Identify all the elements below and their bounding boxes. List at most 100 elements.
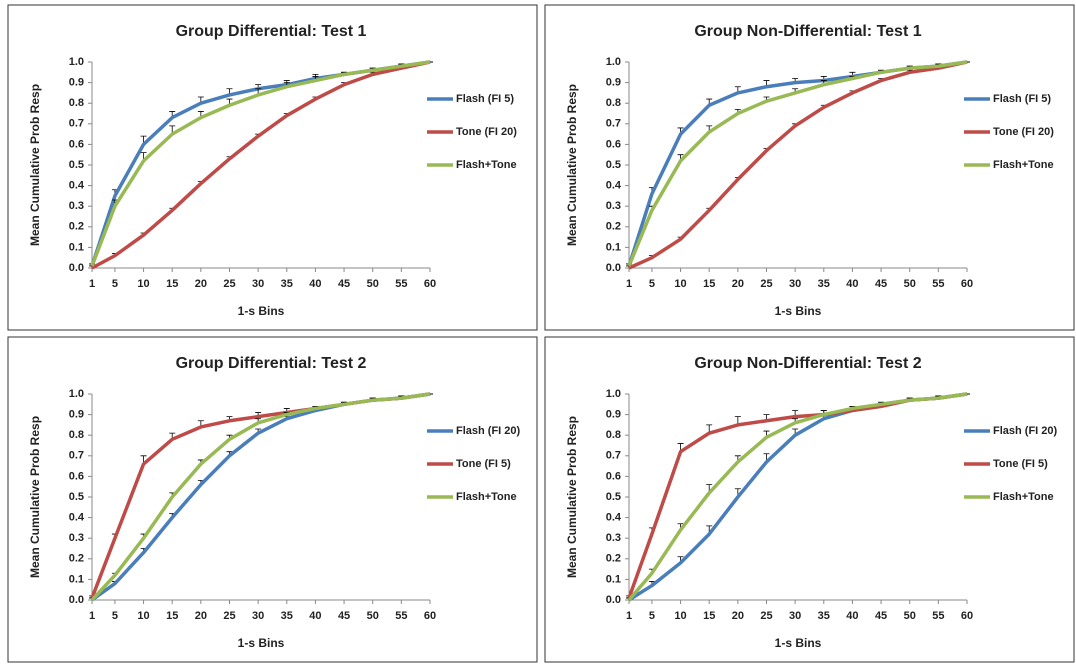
y-tick-label: 0.7 [69, 450, 84, 462]
x-tick-label: 30 [252, 610, 264, 622]
x-tick-label: 40 [846, 610, 858, 622]
y-tick-label: 0.1 [69, 241, 84, 253]
y-tick-label: 0.8 [69, 97, 84, 109]
y-axis-label: Mean Cumulative Prob Resp [565, 84, 579, 246]
y-tick-label: 0.5 [69, 491, 84, 503]
x-tick-label: 35 [818, 610, 830, 622]
x-tick-label: 10 [137, 610, 149, 622]
y-tick-label: 0.9 [69, 77, 84, 89]
x-tick-label: 45 [875, 278, 887, 290]
legend-label: Tone (FI 5) [993, 458, 1048, 470]
x-tick-label: 45 [338, 610, 350, 622]
x-tick-label: 5 [112, 278, 118, 290]
y-axis-label: Mean Cumulative Prob Resp [28, 416, 42, 578]
y-tick-label: 0.6 [606, 470, 621, 482]
x-tick-label: 25 [760, 610, 772, 622]
x-axis-label: 1-s Bins [775, 636, 822, 650]
y-tick-label: 1.0 [606, 56, 621, 68]
x-tick-label: 60 [424, 610, 436, 622]
legend-label: Flash (FI 20) [993, 425, 1058, 437]
x-tick-label: 1 [89, 278, 95, 290]
chart-title: Group Non-Differential: Test 1 [694, 23, 921, 40]
x-tick-label: 35 [281, 610, 293, 622]
y-tick-label: 1.0 [69, 388, 84, 400]
x-tick-label: 15 [703, 278, 715, 290]
y-tick-label: 0.3 [69, 200, 84, 212]
x-tick-label: 60 [961, 610, 973, 622]
series-line [90, 392, 431, 602]
x-axis-label: 1-s Bins [238, 636, 285, 650]
y-tick-label: 0.2 [606, 553, 621, 565]
y-tick-label: 0.2 [69, 553, 84, 565]
y-tick-label: 0.5 [606, 491, 621, 503]
panel-border [544, 4, 1075, 331]
y-tick-label: 0.5 [69, 159, 84, 171]
series-line [90, 392, 431, 599]
legend-label: Tone (FI 20) [993, 126, 1054, 138]
legend-label: Flash (FI 20) [456, 425, 521, 437]
panel-border [7, 336, 538, 663]
x-tick-label: 20 [732, 278, 744, 290]
x-tick-label: 30 [789, 278, 801, 290]
x-tick-label: 30 [789, 610, 801, 622]
x-tick-label: 35 [818, 278, 830, 290]
y-tick-label: 0.0 [606, 594, 621, 606]
x-tick-label: 40 [309, 610, 321, 622]
y-tick-label: 0.9 [69, 409, 84, 421]
y-tick-label: 0.9 [606, 409, 621, 421]
legend-label: Flash (FI 5) [993, 93, 1051, 105]
x-tick-label: 10 [674, 610, 686, 622]
x-tick-label: 55 [395, 278, 407, 290]
y-tick-label: 0.3 [606, 200, 621, 212]
y-tick-label: 1.0 [69, 56, 84, 68]
y-tick-label: 0.3 [606, 532, 621, 544]
x-tick-label: 1 [626, 610, 632, 622]
x-tick-label: 50 [904, 610, 916, 622]
x-tick-label: 60 [424, 278, 436, 290]
x-tick-label: 40 [846, 278, 858, 290]
series-line [91, 60, 431, 270]
y-tick-label: 0.0 [69, 262, 84, 274]
y-tick-label: 0.6 [69, 470, 84, 482]
x-tick-label: 5 [649, 278, 655, 290]
series-line [90, 60, 431, 267]
legend-label: Flash+Tone [456, 159, 517, 171]
y-axis-label: Mean Cumulative Prob Resp [565, 416, 579, 578]
y-axis-label: Mean Cumulative Prob Resp [28, 84, 42, 246]
x-tick-label: 35 [281, 278, 293, 290]
x-tick-label: 45 [338, 278, 350, 290]
y-tick-label: 0.7 [69, 118, 84, 130]
x-tick-label: 1 [89, 610, 95, 622]
y-tick-label: 1.0 [606, 388, 621, 400]
y-tick-label: 0.9 [606, 77, 621, 89]
x-tick-label: 15 [166, 278, 178, 290]
x-tick-label: 30 [252, 278, 264, 290]
x-tick-label: 5 [112, 610, 118, 622]
y-tick-label: 0.4 [606, 180, 622, 192]
y-tick-label: 0.8 [606, 429, 621, 441]
series-line [627, 392, 968, 599]
y-tick-label: 0.6 [606, 138, 621, 150]
y-tick-label: 0.1 [69, 573, 84, 585]
legend-label: Flash+Tone [993, 159, 1054, 171]
y-tick-label: 0.8 [69, 429, 84, 441]
series-line [627, 392, 968, 602]
panel-border [544, 336, 1075, 663]
legend-label: Flash+Tone [456, 491, 517, 503]
x-tick-label: 25 [760, 278, 772, 290]
series-line [627, 60, 968, 267]
x-tick-label: 15 [703, 610, 715, 622]
y-tick-label: 0.1 [606, 241, 621, 253]
x-tick-label: 45 [875, 610, 887, 622]
x-tick-label: 55 [932, 610, 944, 622]
panel-border [7, 4, 538, 331]
x-tick-label: 40 [309, 278, 321, 290]
chart-title: Group Differential: Test 1 [176, 23, 367, 40]
legend-label: Tone (FI 20) [456, 126, 517, 138]
x-tick-label: 15 [166, 610, 178, 622]
y-tick-label: 0.2 [69, 221, 84, 233]
x-tick-label: 20 [732, 610, 744, 622]
y-tick-label: 0.7 [606, 118, 621, 130]
x-tick-label: 10 [137, 278, 149, 290]
